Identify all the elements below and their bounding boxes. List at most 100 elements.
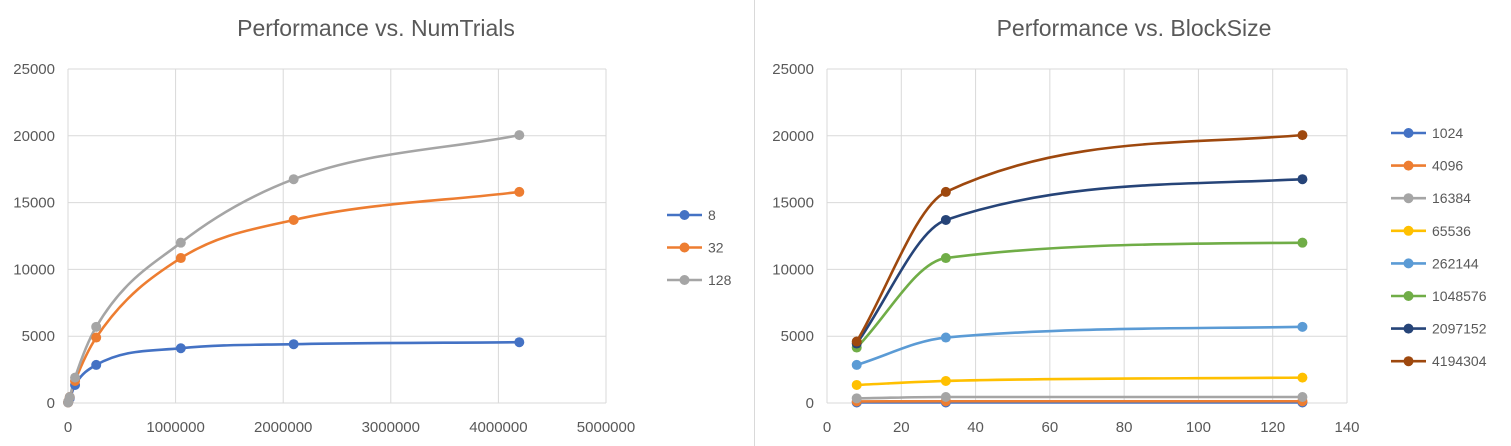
- data-point-128: [70, 372, 81, 383]
- legend-marker: [1403, 323, 1414, 334]
- series-line-16384: [855, 395, 1304, 400]
- legend-marker: [1403, 193, 1414, 204]
- data-point-2097152: [1297, 174, 1308, 185]
- y-tick-label: 25000: [772, 61, 814, 78]
- legend-item-32: 32: [667, 240, 724, 256]
- legend-marker: [1403, 128, 1414, 138]
- data-point-32: [288, 214, 299, 225]
- legend-item-2097152: 2097152: [1391, 321, 1487, 337]
- legend-item-128: 128: [667, 272, 732, 288]
- legend-marker: [679, 275, 690, 285]
- y-tick-label: 0: [47, 395, 55, 412]
- legend-label: 4194304: [1432, 353, 1487, 369]
- data-point-32: [175, 253, 186, 264]
- blocksize-chart-panel: Performance vs. BlockSize 0 20 40 60 80 100 12…: [755, 0, 1511, 446]
- data-point-32: [91, 332, 102, 343]
- data-point-128: [514, 130, 525, 141]
- data-point-16384: [1297, 391, 1308, 402]
- legend-label: 32: [708, 240, 724, 256]
- data-point-65536: [940, 375, 951, 386]
- x-tick-label: 0: [823, 419, 831, 436]
- legend-label: 16384: [1432, 190, 1471, 206]
- y-tick-label: 15000: [772, 195, 814, 212]
- data-point-4194304: [940, 186, 951, 197]
- series-line-2097152: [855, 177, 1304, 345]
- series-line-1048576: [855, 241, 1304, 349]
- data-point-1048576: [1297, 237, 1308, 248]
- x-tick-label: 1000000: [146, 419, 204, 436]
- blocksize-chart: Performance vs. BlockSize 0 20 40 60 80 100 12…: [772, 15, 1487, 436]
- data-point-65536: [851, 379, 862, 390]
- y-tick-label: 20000: [13, 128, 55, 145]
- legend-marker: [679, 210, 690, 220]
- y-tick-label: 5000: [22, 328, 55, 345]
- legend-item-4194304: 4194304: [1391, 353, 1487, 369]
- data-point-8: [514, 337, 525, 348]
- legend-item-262144: 262144: [1391, 255, 1479, 271]
- legend-label: 128: [708, 272, 732, 288]
- legend-label: 1048576: [1432, 288, 1487, 304]
- x-tick-label: 60: [1042, 419, 1059, 436]
- legend-label: 2097152: [1432, 321, 1487, 337]
- y-tick-label: 15000: [13, 195, 55, 212]
- data-point-262144: [1297, 321, 1308, 332]
- legend-marker: [679, 242, 690, 253]
- x-tick-label: 40: [967, 419, 984, 436]
- legend-marker: [1403, 160, 1414, 171]
- data-point-262144: [940, 332, 951, 343]
- data-point-2097152: [940, 214, 951, 225]
- data-point-128: [91, 321, 102, 332]
- numtrials-chart: Performance vs. NumTrials 0 1000000 200000…: [13, 15, 732, 436]
- legend-marker: [1403, 225, 1414, 236]
- legend-item-8: 8: [667, 207, 716, 223]
- legend-marker: [1403, 356, 1414, 367]
- data-point-32: [514, 186, 525, 197]
- data-point-8: [91, 359, 102, 370]
- data-point-128: [175, 237, 186, 248]
- data-point-4194304: [851, 336, 862, 347]
- legend-marker: [1403, 258, 1414, 269]
- data-point-65536: [1297, 372, 1308, 383]
- y-tick-label: 20000: [772, 128, 814, 145]
- chart-title: Performance vs. NumTrials: [237, 15, 515, 41]
- data-point-128: [288, 174, 299, 185]
- y-tick-label: 0: [806, 395, 814, 412]
- data-point-8: [175, 343, 186, 354]
- y-tick-label: 10000: [772, 261, 814, 278]
- legend-label: 65536: [1432, 223, 1471, 239]
- data-point-1048576: [940, 253, 951, 264]
- chart-title: Performance vs. BlockSize: [997, 15, 1272, 41]
- series-line-4194304: [855, 133, 1304, 343]
- data-point-4194304: [1297, 130, 1308, 141]
- y-tick-label: 10000: [13, 261, 55, 278]
- x-tick-label: 2000000: [254, 419, 312, 436]
- panel-divider: [754, 0, 755, 446]
- x-tick-label: 20: [893, 419, 910, 436]
- x-tick-label: 3000000: [362, 419, 420, 436]
- x-tick-label: 120: [1260, 419, 1285, 436]
- x-tick-label: 80: [1116, 419, 1133, 436]
- data-point-16384: [851, 393, 862, 404]
- x-tick-label: 140: [1334, 419, 1359, 436]
- legend-label: 4096: [1432, 158, 1463, 174]
- x-tick-label: 100: [1186, 419, 1211, 436]
- x-tick-label: 0: [64, 419, 72, 436]
- data-point-128: [64, 391, 75, 402]
- x-tick-label: 5000000: [577, 419, 635, 436]
- x-tick-label: 4000000: [469, 419, 527, 436]
- legend-item-1048576: 1048576: [1391, 288, 1487, 304]
- series-line-262144: [855, 325, 1304, 367]
- legend-marker: [1403, 291, 1414, 301]
- legend-item-1024: 1024: [1391, 125, 1463, 141]
- data-point-16384: [940, 391, 951, 402]
- legend-label: 8: [708, 207, 716, 223]
- series-line-8: [66, 340, 521, 404]
- legend-item-65536: 65536: [1391, 223, 1471, 239]
- legend-label: 1024: [1432, 125, 1463, 141]
- series-line-65536: [855, 376, 1304, 387]
- legend-label: 262144: [1432, 255, 1479, 271]
- numtrials-chart-panel: Performance vs. NumTrials 0 1000000 200000…: [0, 0, 755, 446]
- data-point-262144: [851, 359, 862, 370]
- legend-item-16384: 16384: [1391, 190, 1471, 206]
- data-point-8: [288, 339, 299, 350]
